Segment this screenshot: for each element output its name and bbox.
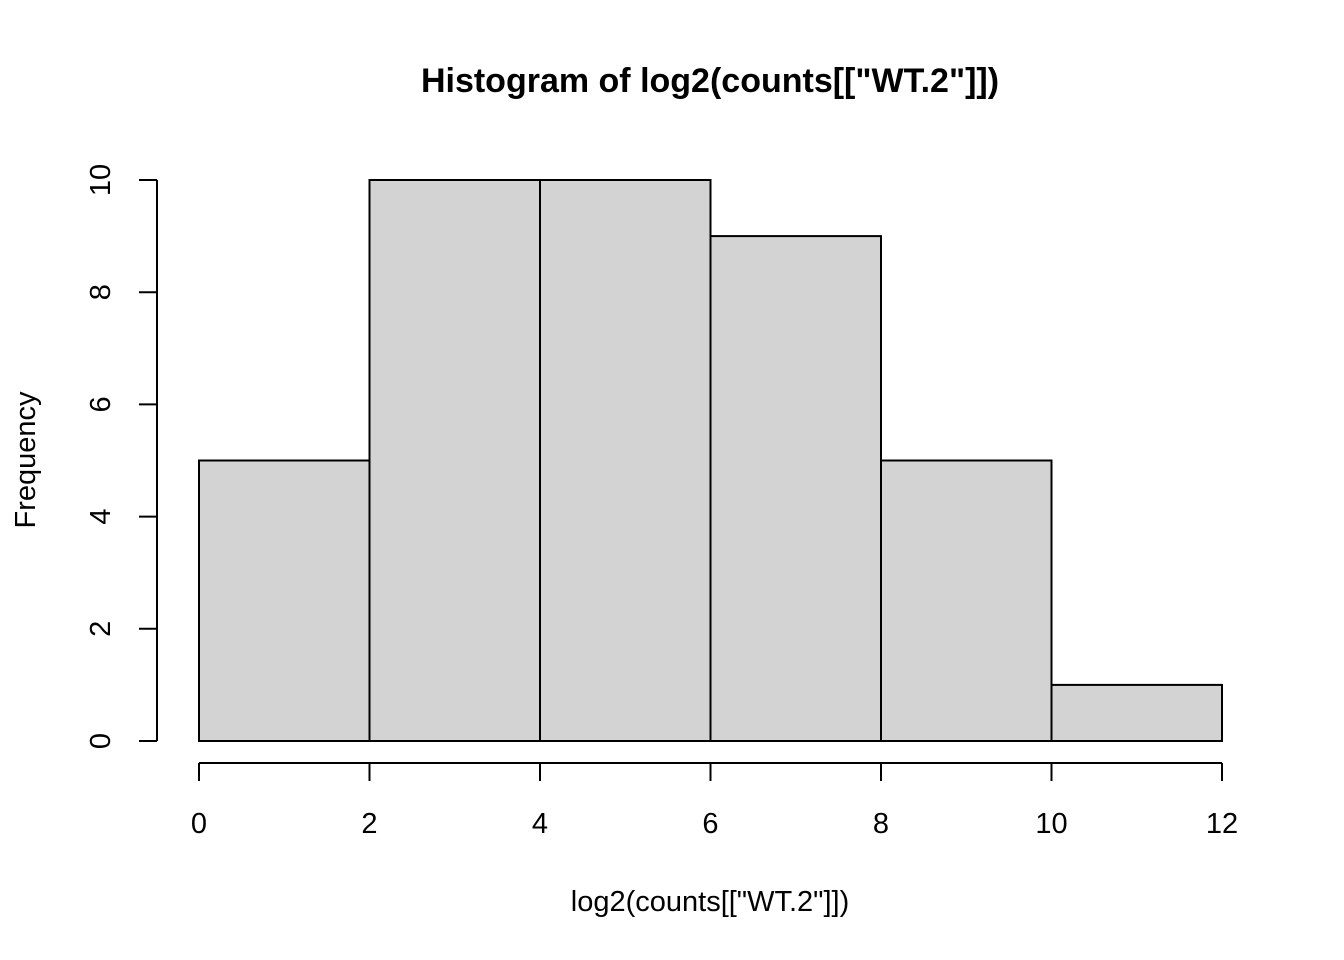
histogram-bar-0 [198, 459, 371, 742]
x-tick-label-2: 4 [532, 808, 548, 840]
y-axis-label: Frequency [10, 391, 42, 529]
y-tick-label-0: 0 [85, 733, 117, 749]
x-tick-label-1: 2 [361, 808, 377, 840]
histogram-bar-1 [368, 179, 541, 742]
x-axis-label: log2(counts[["WT.2"]]) [571, 886, 849, 918]
x-tick-label-5: 10 [1035, 808, 1067, 840]
y-tick-label-1: 2 [85, 621, 117, 637]
y-tick-label-2: 4 [85, 509, 117, 525]
bars-layer [198, 179, 1223, 743]
histogram-bar-4 [880, 459, 1053, 742]
y-tick-label-5: 10 [85, 164, 117, 196]
y-tick-label-3: 6 [85, 396, 117, 412]
histogram-bar-5 [1050, 683, 1223, 743]
chart-title: Histogram of log2(counts[["WT.2"]]) [421, 62, 999, 100]
y-tick-label-4: 8 [85, 284, 117, 300]
y-axis: 0 2 4 6 8 10 [85, 164, 158, 749]
histogram-bar-2 [539, 179, 712, 742]
x-axis: 0 2 4 6 8 10 12 [191, 762, 1238, 840]
histogram-bar-3 [709, 235, 882, 742]
x-tick-label-4: 8 [873, 808, 889, 840]
x-tick-label-0: 0 [191, 808, 207, 840]
x-tick-label-3: 6 [702, 808, 718, 840]
x-tick-label-6: 12 [1206, 808, 1238, 840]
